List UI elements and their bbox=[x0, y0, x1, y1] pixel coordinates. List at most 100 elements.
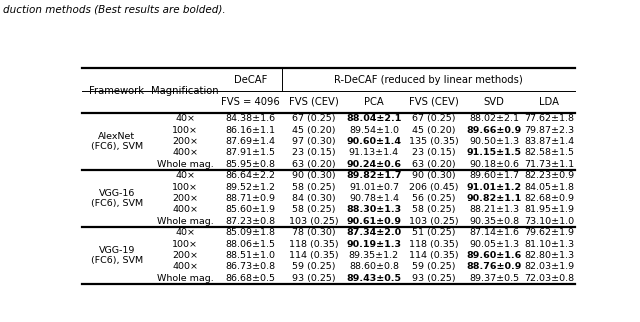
Text: 67 (0.25): 67 (0.25) bbox=[292, 114, 335, 123]
Text: 58 (0.25): 58 (0.25) bbox=[412, 205, 456, 214]
Text: 86.64±2.2: 86.64±2.2 bbox=[226, 171, 276, 180]
Text: 89.37±0.5: 89.37±0.5 bbox=[469, 274, 519, 283]
Text: 90.82±1.1: 90.82±1.1 bbox=[467, 194, 522, 203]
Text: 85.95±0.8: 85.95±0.8 bbox=[226, 160, 276, 169]
Text: 79.87±2.3: 79.87±2.3 bbox=[524, 126, 574, 135]
Text: 40×: 40× bbox=[175, 228, 195, 237]
Text: DeCAF: DeCAF bbox=[234, 75, 268, 85]
Text: 97 (0.30): 97 (0.30) bbox=[292, 137, 335, 146]
Text: 84 (0.30): 84 (0.30) bbox=[292, 194, 335, 203]
Text: 86.73±0.8: 86.73±0.8 bbox=[226, 262, 276, 271]
Text: 45 (0.20): 45 (0.20) bbox=[292, 126, 335, 135]
Text: 135 (0.35): 135 (0.35) bbox=[409, 137, 459, 146]
Text: 114 (0.35): 114 (0.35) bbox=[409, 251, 459, 260]
Text: 79.62±1.9: 79.62±1.9 bbox=[524, 228, 574, 237]
Text: 103 (0.25): 103 (0.25) bbox=[409, 217, 459, 226]
Text: 88.51±1.0: 88.51±1.0 bbox=[226, 251, 276, 260]
Text: AlexNet
(FC6), SVM: AlexNet (FC6), SVM bbox=[91, 132, 143, 151]
Text: 45 (0.20): 45 (0.20) bbox=[412, 126, 456, 135]
Text: 87.34±2.0: 87.34±2.0 bbox=[346, 228, 401, 237]
Text: LDA: LDA bbox=[539, 97, 559, 107]
Text: FVS = 4096: FVS = 4096 bbox=[221, 97, 280, 107]
Text: PCA: PCA bbox=[364, 97, 384, 107]
Text: 90.35±0.8: 90.35±0.8 bbox=[469, 217, 519, 226]
Text: 82.68±0.9: 82.68±0.9 bbox=[524, 194, 574, 203]
Text: 78 (0.30): 78 (0.30) bbox=[292, 228, 335, 237]
Text: 90.05±1.3: 90.05±1.3 bbox=[469, 240, 519, 249]
Text: 90.78±1.4: 90.78±1.4 bbox=[349, 194, 399, 203]
Text: 90.24±0.6: 90.24±0.6 bbox=[346, 160, 401, 169]
Text: 88.76±0.9: 88.76±0.9 bbox=[467, 262, 522, 271]
Text: 87.91±1.5: 87.91±1.5 bbox=[226, 148, 276, 157]
Text: 91.15±1.5: 91.15±1.5 bbox=[467, 148, 522, 157]
Text: 88.21±1.3: 88.21±1.3 bbox=[469, 205, 519, 214]
Text: 91.13±1.4: 91.13±1.4 bbox=[349, 148, 399, 157]
Text: 90.60±1.4: 90.60±1.4 bbox=[346, 137, 401, 146]
Text: duction methods (Best results are bolded).: duction methods (Best results are bolded… bbox=[3, 5, 226, 15]
Text: 59 (0.25): 59 (0.25) bbox=[412, 262, 456, 271]
Text: 400×: 400× bbox=[172, 205, 198, 214]
Text: 88.06±1.5: 88.06±1.5 bbox=[226, 240, 276, 249]
Text: 89.43±0.5: 89.43±0.5 bbox=[346, 274, 401, 283]
Text: 200×: 200× bbox=[172, 194, 198, 203]
Text: 88.30±1.3: 88.30±1.3 bbox=[346, 205, 401, 214]
Text: 77.62±1.8: 77.62±1.8 bbox=[524, 114, 574, 123]
Text: 84.38±1.6: 84.38±1.6 bbox=[226, 114, 276, 123]
Text: 89.35±1.2: 89.35±1.2 bbox=[349, 251, 399, 260]
Text: Whole mag.: Whole mag. bbox=[157, 274, 214, 283]
Text: FVS (CEV): FVS (CEV) bbox=[409, 97, 459, 107]
Text: VGG-16
(FC6), SVM: VGG-16 (FC6), SVM bbox=[91, 189, 143, 208]
Text: 100×: 100× bbox=[172, 240, 198, 249]
Text: 200×: 200× bbox=[172, 137, 198, 146]
Text: 58 (0.25): 58 (0.25) bbox=[292, 205, 335, 214]
Text: 58 (0.25): 58 (0.25) bbox=[292, 183, 335, 192]
Text: 90.19±1.3: 90.19±1.3 bbox=[346, 240, 401, 249]
Text: 81.10±1.3: 81.10±1.3 bbox=[524, 240, 574, 249]
Text: 89.82±1.7: 89.82±1.7 bbox=[346, 171, 402, 180]
Text: 114 (0.35): 114 (0.35) bbox=[289, 251, 339, 260]
Text: 88.04±2.1: 88.04±2.1 bbox=[346, 114, 401, 123]
Text: 56 (0.25): 56 (0.25) bbox=[412, 194, 456, 203]
Text: 63 (0.20): 63 (0.20) bbox=[412, 160, 456, 169]
Text: 88.71±0.9: 88.71±0.9 bbox=[226, 194, 276, 203]
Text: 84.05±1.8: 84.05±1.8 bbox=[524, 183, 574, 192]
Text: 89.60±1.7: 89.60±1.7 bbox=[469, 171, 519, 180]
Text: 103 (0.25): 103 (0.25) bbox=[289, 217, 339, 226]
Text: 90.50±1.3: 90.50±1.3 bbox=[469, 137, 519, 146]
Text: 90 (0.30): 90 (0.30) bbox=[292, 171, 335, 180]
Text: Framework: Framework bbox=[89, 86, 144, 96]
Text: 118 (0.35): 118 (0.35) bbox=[289, 240, 339, 249]
Text: 89.66±0.9: 89.66±0.9 bbox=[467, 126, 522, 135]
Text: 71.73±1.1: 71.73±1.1 bbox=[524, 160, 574, 169]
Text: 400×: 400× bbox=[172, 148, 198, 157]
Text: 86.68±0.5: 86.68±0.5 bbox=[226, 274, 276, 283]
Text: 72.03±0.8: 72.03±0.8 bbox=[524, 274, 574, 283]
Text: 89.60±1.6: 89.60±1.6 bbox=[467, 251, 522, 260]
Text: 88.02±2.1: 88.02±2.1 bbox=[469, 114, 519, 123]
Text: 90.61±0.9: 90.61±0.9 bbox=[346, 217, 401, 226]
Text: SVD: SVD bbox=[484, 97, 505, 107]
Text: 86.16±1.1: 86.16±1.1 bbox=[226, 126, 276, 135]
Text: 400×: 400× bbox=[172, 262, 198, 271]
Text: 118 (0.35): 118 (0.35) bbox=[409, 240, 459, 249]
Text: 23 (0.15): 23 (0.15) bbox=[292, 148, 335, 157]
Text: 81.95±1.9: 81.95±1.9 bbox=[524, 205, 574, 214]
Text: 63 (0.20): 63 (0.20) bbox=[292, 160, 335, 169]
Text: 67 (0.25): 67 (0.25) bbox=[412, 114, 456, 123]
Text: 93 (0.25): 93 (0.25) bbox=[412, 274, 456, 283]
Text: 90.18±0.6: 90.18±0.6 bbox=[469, 160, 519, 169]
Text: 200×: 200× bbox=[172, 251, 198, 260]
Text: FVS (CEV): FVS (CEV) bbox=[289, 97, 339, 107]
Text: 82.58±1.5: 82.58±1.5 bbox=[524, 148, 574, 157]
Text: 51 (0.25): 51 (0.25) bbox=[412, 228, 456, 237]
Text: 206 (0.45): 206 (0.45) bbox=[410, 183, 459, 192]
Text: 100×: 100× bbox=[172, 126, 198, 135]
Text: Whole mag.: Whole mag. bbox=[157, 217, 214, 226]
Text: 82.23±0.9: 82.23±0.9 bbox=[524, 171, 574, 180]
Text: 91.01±0.7: 91.01±0.7 bbox=[349, 183, 399, 192]
Text: 83.87±1.4: 83.87±1.4 bbox=[524, 137, 574, 146]
Text: Whole mag.: Whole mag. bbox=[157, 160, 214, 169]
Text: 59 (0.25): 59 (0.25) bbox=[292, 262, 335, 271]
Text: 82.03±1.9: 82.03±1.9 bbox=[524, 262, 574, 271]
Text: Magnification: Magnification bbox=[151, 86, 219, 96]
